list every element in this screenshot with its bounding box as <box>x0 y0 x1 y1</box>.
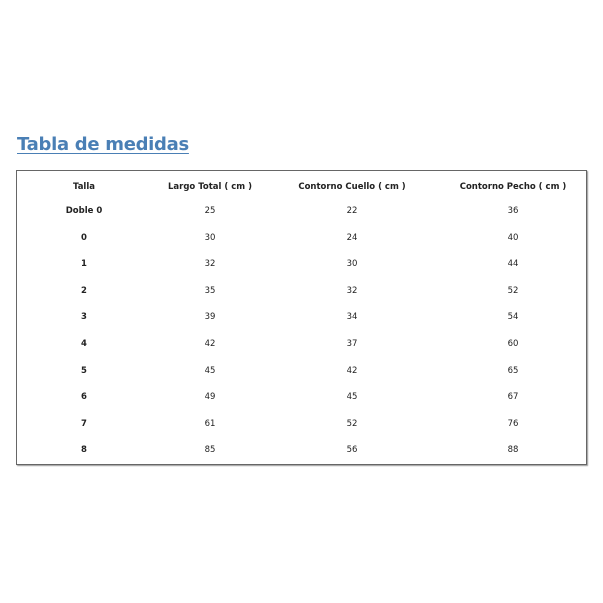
table-cell: 67 <box>507 392 519 403</box>
table-cell: 36 <box>507 206 519 216</box>
table-cell: 45 <box>346 392 358 403</box>
table-cell: 61 <box>204 418 216 429</box>
table-row: 4 42 37 60 <box>17 334 586 354</box>
column-header: Largo Total ( cm ) <box>168 182 252 192</box>
table-cell: 44 <box>507 259 519 270</box>
table-cell: 52 <box>346 418 358 429</box>
table-row: Doble 0 25 22 36 <box>17 201 586 221</box>
table-row: 0 30 24 40 <box>17 228 586 248</box>
table-cell: 6 <box>81 392 87 403</box>
table-cell: 56 <box>346 445 358 456</box>
size-table: Talla Largo Total ( cm ) Contorno Cuello (… <box>16 170 587 465</box>
table-cell: 25 <box>204 206 216 216</box>
table-cell: 88 <box>507 445 519 456</box>
table-cell: Doble 0 <box>65 206 103 216</box>
table-cell: 8 <box>81 445 87 456</box>
table-cell: 76 <box>507 418 519 429</box>
table-cell: 45 <box>204 365 216 376</box>
table-cell: 39 <box>204 312 216 323</box>
table-cell: 35 <box>204 285 216 296</box>
table-cell: 85 <box>204 445 216 456</box>
table-cell: 30 <box>204 232 216 243</box>
table-header-row: Talla Largo Total ( cm ) Contorno Cuello (… <box>17 177 586 197</box>
table-cell: 37 <box>346 339 358 349</box>
table-cell: 0 <box>81 232 87 243</box>
table-row: 8 85 56 88 <box>17 440 586 460</box>
table-row: 1 32 30 44 <box>17 254 586 274</box>
table-cell: 60 <box>507 339 519 349</box>
table-row: 6 49 45 67 <box>17 387 586 407</box>
table-row: 3 39 34 54 <box>17 307 586 327</box>
table-cell: 40 <box>507 232 519 243</box>
table-row: 7 61 52 76 <box>17 414 586 434</box>
column-header: Contorno Pecho ( cm ) <box>459 182 567 192</box>
table-cell: 32 <box>346 285 358 296</box>
table-cell: 42 <box>346 365 358 376</box>
table-cell: 4 <box>81 339 87 349</box>
table-cell: 32 <box>204 259 216 270</box>
table-cell: 24 <box>346 232 358 243</box>
table-cell: 54 <box>507 312 519 323</box>
page-title: Tabla de medidas <box>17 134 189 155</box>
table-cell: 7 <box>81 418 87 429</box>
table-row: 5 45 42 65 <box>17 361 586 381</box>
table-cell: 1 <box>81 259 87 270</box>
table-cell: 34 <box>346 312 358 323</box>
table-cell: 49 <box>204 392 216 403</box>
column-header: Talla <box>72 182 96 192</box>
table-cell: 30 <box>346 259 358 270</box>
table-cell: 42 <box>204 339 216 349</box>
table-row: 2 35 32 52 <box>17 281 586 301</box>
table-cell: 52 <box>507 285 519 296</box>
table-cell: 65 <box>507 365 519 376</box>
table-cell: 2 <box>81 285 87 296</box>
table-cell: 22 <box>346 206 358 216</box>
table-cell: 3 <box>81 312 87 323</box>
table-cell: 5 <box>81 365 87 376</box>
column-header: Contorno Cuello ( cm ) <box>298 182 406 192</box>
